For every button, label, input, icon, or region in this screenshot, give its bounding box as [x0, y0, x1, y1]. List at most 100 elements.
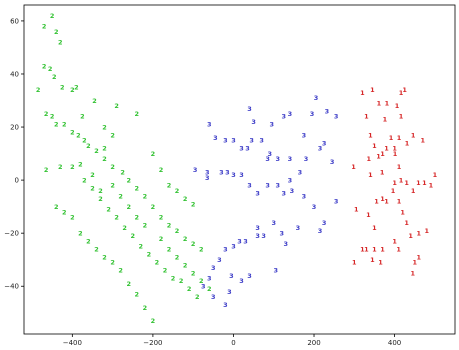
scatter-point-2: 2: [110, 259, 115, 267]
scatter-point-2: 2: [175, 187, 180, 195]
scatter-point-2: 2: [191, 269, 196, 277]
scatter-point-2: 2: [187, 285, 192, 293]
x-tick-label: 0: [231, 339, 235, 347]
scatter-point-1: 1: [372, 142, 377, 150]
scatter-point-1: 1: [400, 208, 405, 216]
scatter-point-2: 2: [135, 184, 140, 192]
scatter-point-2: 2: [171, 275, 176, 283]
scatter-point-2: 2: [159, 166, 164, 174]
scatter-point-3: 3: [211, 264, 216, 272]
scatter-point-3: 3: [269, 121, 274, 129]
scatter-point-2: 2: [126, 203, 131, 211]
scatter-point-1: 1: [399, 176, 404, 184]
scatter-point-1: 1: [366, 211, 371, 219]
scatter-point-1: 1: [372, 224, 377, 232]
scatter-point-3: 3: [318, 145, 323, 153]
scatter-point-3: 3: [334, 113, 339, 121]
scatter-point-3: 3: [245, 145, 250, 153]
scatter-point-3: 3: [231, 171, 236, 179]
scatter-point-1: 1: [354, 206, 359, 214]
scatter-point-2: 2: [110, 182, 115, 190]
scatter-point-1: 1: [370, 86, 375, 94]
scatter-point-1: 1: [383, 115, 388, 123]
scatter-point-2: 2: [151, 150, 156, 158]
scatter-point-3: 3: [322, 219, 327, 227]
scatter-point-3: 3: [201, 283, 206, 291]
scatter-point-3: 3: [280, 229, 285, 237]
scatter-point-3: 3: [219, 168, 224, 176]
scatter-point-1: 1: [392, 179, 397, 187]
scatter-point-1: 1: [396, 245, 401, 253]
scatter-point-1: 1: [397, 163, 402, 171]
scatter-point-2: 2: [54, 121, 59, 129]
scatter-point-2: 2: [143, 304, 148, 312]
scatter-point-3: 3: [255, 232, 260, 240]
scatter-point-2: 2: [102, 123, 107, 131]
y-tick-label: −40: [4, 283, 19, 291]
scatter-point-2: 2: [139, 243, 144, 251]
scatter-point-2: 2: [94, 147, 99, 155]
scatter-point-3: 3: [205, 168, 210, 176]
scatter-point-2: 2: [58, 163, 63, 171]
scatter-point-3: 3: [227, 288, 232, 296]
scatter-point-2: 2: [70, 163, 75, 171]
scatter-point-2: 2: [147, 251, 152, 259]
scatter-point-3: 3: [247, 182, 252, 190]
scatter-point-3: 3: [237, 237, 242, 245]
scatter-point-2: 2: [102, 145, 107, 153]
scatter-point-1: 1: [402, 86, 407, 94]
scatter-point-2: 2: [78, 160, 83, 168]
scatter-point-1: 1: [392, 145, 397, 153]
plot-frame: [23, 4, 456, 335]
scatter-point-1: 1: [397, 134, 402, 142]
scatter-point-1: 1: [380, 168, 385, 176]
scatter-point-2: 2: [62, 208, 67, 216]
scatter-point-3: 3: [207, 275, 212, 283]
scatter-point-2: 2: [110, 163, 115, 171]
scatter-point-3: 3: [239, 277, 244, 285]
scatter-point-1: 1: [393, 150, 398, 158]
x-tick-label: −200: [143, 339, 162, 347]
scatter-point-1: 1: [364, 113, 369, 121]
scatter-point-3: 3: [288, 110, 293, 118]
scatter-point-2: 2: [199, 245, 204, 253]
scatter-point-1: 1: [372, 245, 377, 253]
scatter-point-2: 2: [70, 214, 75, 222]
scatter-point-2: 2: [130, 232, 135, 240]
scatter-point-2: 2: [159, 235, 164, 243]
scatter-point-2: 2: [54, 203, 59, 211]
x-tick-label: 200: [307, 339, 320, 347]
scatter-point-3: 3: [302, 131, 307, 139]
scatter-point-3: 3: [265, 155, 270, 163]
scatter-point-2: 2: [102, 253, 107, 261]
scatter-point-2: 2: [106, 206, 111, 214]
scatter-point-2: 2: [42, 62, 47, 70]
scatter-point-3: 3: [312, 203, 317, 211]
scatter-point-3: 3: [267, 150, 272, 158]
scatter-point-2: 2: [135, 214, 140, 222]
scatter-point-3: 3: [271, 219, 276, 227]
scatter-point-3: 3: [273, 267, 278, 275]
scatter-point-1: 1: [391, 187, 396, 195]
scatter-point-3: 3: [223, 137, 228, 145]
scatter-point-3: 3: [223, 301, 228, 309]
scatter-point-2: 2: [183, 195, 188, 203]
scatter-point-2: 2: [199, 277, 204, 285]
scatter-point-2: 2: [191, 240, 196, 248]
scatter-point-1: 1: [397, 198, 402, 206]
scatter-point-2: 2: [78, 229, 83, 237]
scatter-point-2: 2: [151, 203, 156, 211]
scatter-point-3: 3: [239, 145, 244, 153]
scatter-point-1: 1: [416, 253, 421, 261]
scatter-point-2: 2: [90, 171, 95, 179]
scatter-point-1: 1: [425, 227, 430, 235]
scatter-point-2: 2: [102, 155, 107, 163]
y-tick-label: 0: [15, 177, 19, 185]
scatter-point-1: 1: [433, 171, 438, 179]
x-axis: −400 −200 0 200 400: [63, 334, 401, 347]
scatter-point-1: 1: [376, 153, 381, 161]
scatter-point-1: 1: [380, 150, 385, 158]
scatter-point-2: 2: [183, 235, 188, 243]
scatter-point-1: 1: [412, 259, 417, 267]
